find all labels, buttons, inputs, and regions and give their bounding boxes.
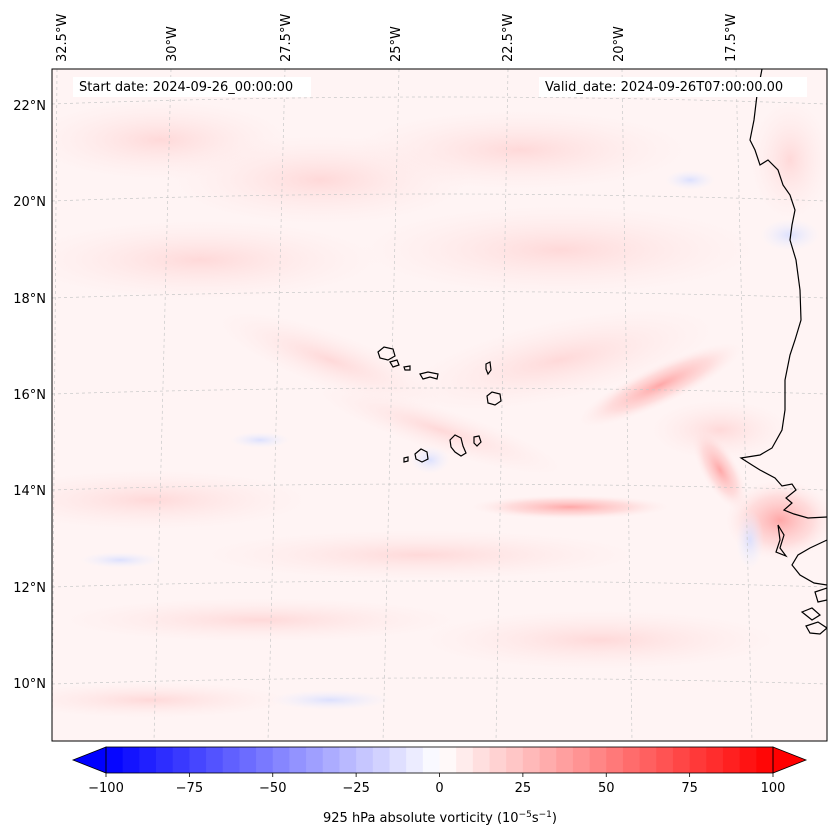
- colorbar-tick-label: −100: [88, 781, 124, 796]
- colorbar-segment: [239, 747, 257, 773]
- lat-label: 14°N: [13, 484, 46, 499]
- colorbar-segment: [439, 747, 457, 773]
- start-date-box: [73, 77, 311, 97]
- island-santiago: [449, 434, 467, 457]
- lon-label: 20°W: [612, 26, 627, 62]
- colorbar-segment: [506, 747, 524, 773]
- colorbar-segment: [572, 747, 590, 773]
- lat-label: 22°N: [13, 99, 46, 114]
- lon-label: 30°W: [165, 26, 180, 62]
- colorbar-segment: [622, 747, 640, 773]
- colorbar-min-extend-arrow: [71, 746, 107, 774]
- colorbar-tick-label: 50: [598, 781, 615, 796]
- colorbar-segment: [139, 747, 157, 773]
- colorbar-segment: [406, 747, 424, 773]
- lon-label: 25°W: [389, 26, 404, 62]
- island-boa-vista: [486, 391, 502, 406]
- colorbar-segment: [256, 747, 274, 773]
- start-date-text: Start date: 2024-09-26_00:00:00: [79, 80, 293, 95]
- lat-label: 20°N: [13, 195, 46, 210]
- colorbar-segment: [206, 747, 224, 773]
- colorbar-segment: [739, 747, 757, 773]
- colorbar-segment: [522, 747, 540, 773]
- colorbar-segments: [106, 747, 774, 773]
- colorbar-segment: [556, 747, 574, 773]
- colorbar-segment: [706, 747, 724, 773]
- map-panel: [52, 69, 827, 741]
- colorbar-segment: [639, 747, 657, 773]
- colorbar: −100 −75 −50 −25 0 25 50 75 100 925 hPa absolute…: [71, 746, 808, 826]
- island-santo-antao: [377, 346, 396, 361]
- island-sao-nicolau: [419, 371, 439, 380]
- colorbar-tick-label: 100: [761, 781, 786, 796]
- colorbar-segment: [422, 747, 440, 773]
- colorbar-segment: [356, 747, 374, 773]
- date-annotations: Start date: 2024-09-26_00:00:00 Valid_da…: [73, 77, 807, 97]
- colorbar-segment: [122, 747, 140, 773]
- island-sal: [485, 361, 492, 376]
- island-maio: [473, 435, 482, 447]
- colorbar-segment: [656, 747, 674, 773]
- colorbar-segment: [339, 747, 357, 773]
- graticule: [52, 69, 827, 741]
- cape-verde-islands: [377, 346, 502, 463]
- valid-date-box: [539, 77, 807, 97]
- lon-label: 22.5°W: [501, 14, 516, 62]
- colorbar-segment: [172, 747, 190, 773]
- latitude-labels: 22°N 20°N 18°N 16°N 14°N 12°N 10°N: [13, 99, 46, 692]
- coastline-south: [791, 539, 827, 586]
- lon-label: 32.5°W: [55, 14, 70, 62]
- colorbar-segment: [156, 747, 174, 773]
- colorbar-segment: [689, 747, 707, 773]
- colorbar-segment: [272, 747, 290, 773]
- colorbar-segment: [722, 747, 741, 773]
- colorbar-tick-label: 25: [515, 781, 532, 796]
- colorbar-segment: [372, 747, 390, 773]
- colorbar-tick-label: 0: [435, 781, 443, 796]
- longitude-labels: 32.5°W 30°W 27.5°W 25°W 22.5°W 20°W 17.5…: [55, 14, 739, 62]
- colorbar-segment: [322, 747, 340, 773]
- vorticity-field: [52, 100, 827, 718]
- colorbar-tick-label: −50: [259, 781, 286, 796]
- colorbar-tick-label: −75: [176, 781, 203, 796]
- island-brava: [403, 456, 409, 463]
- colorbar-segment: [672, 747, 691, 773]
- colorbar-ticks: −100 −75 −50 −25 0 25 50 75 100: [88, 773, 785, 796]
- valid-date-text: Valid_date: 2024-09-26T07:00:00.00: [545, 80, 783, 95]
- colorbar-segment: [539, 747, 557, 773]
- map-frame: [51, 68, 828, 742]
- colorbar-segment: [106, 747, 124, 773]
- lat-label: 12°N: [13, 581, 46, 596]
- colorbar-segment: [756, 747, 774, 773]
- coastline: [739, 69, 827, 635]
- island-fogo: [414, 448, 429, 463]
- colorbar-segment: [589, 747, 607, 773]
- lat-label: 18°N: [13, 292, 46, 307]
- colorbar-segment: [289, 747, 307, 773]
- lat-label: 16°N: [13, 388, 46, 403]
- island-sao-vicente: [389, 359, 400, 368]
- colorbar-label: 925 hPa absolute vorticity (10−5s−1): [323, 810, 557, 826]
- lat-label: 10°N: [13, 677, 46, 692]
- colorbar-segment: [222, 747, 240, 773]
- colorbar-segment: [189, 747, 207, 773]
- colorbar-segment: [306, 747, 324, 773]
- island-santa-luzia: [403, 365, 411, 371]
- colorbar-max-extend-arrow: [772, 746, 808, 774]
- colorbar-tick-label: −25: [342, 781, 369, 796]
- colorbar-segment: [456, 747, 474, 773]
- africa-coastline: [739, 69, 827, 519]
- lon-label: 27.5°W: [279, 14, 294, 62]
- colorbar-segment: [606, 747, 624, 773]
- lon-label: 17.5°W: [724, 14, 739, 62]
- colorbar-tick-label: 75: [681, 781, 698, 796]
- colorbar-segment: [472, 747, 490, 773]
- colorbar-segment: [489, 747, 507, 773]
- colorbar-segment: [389, 747, 407, 773]
